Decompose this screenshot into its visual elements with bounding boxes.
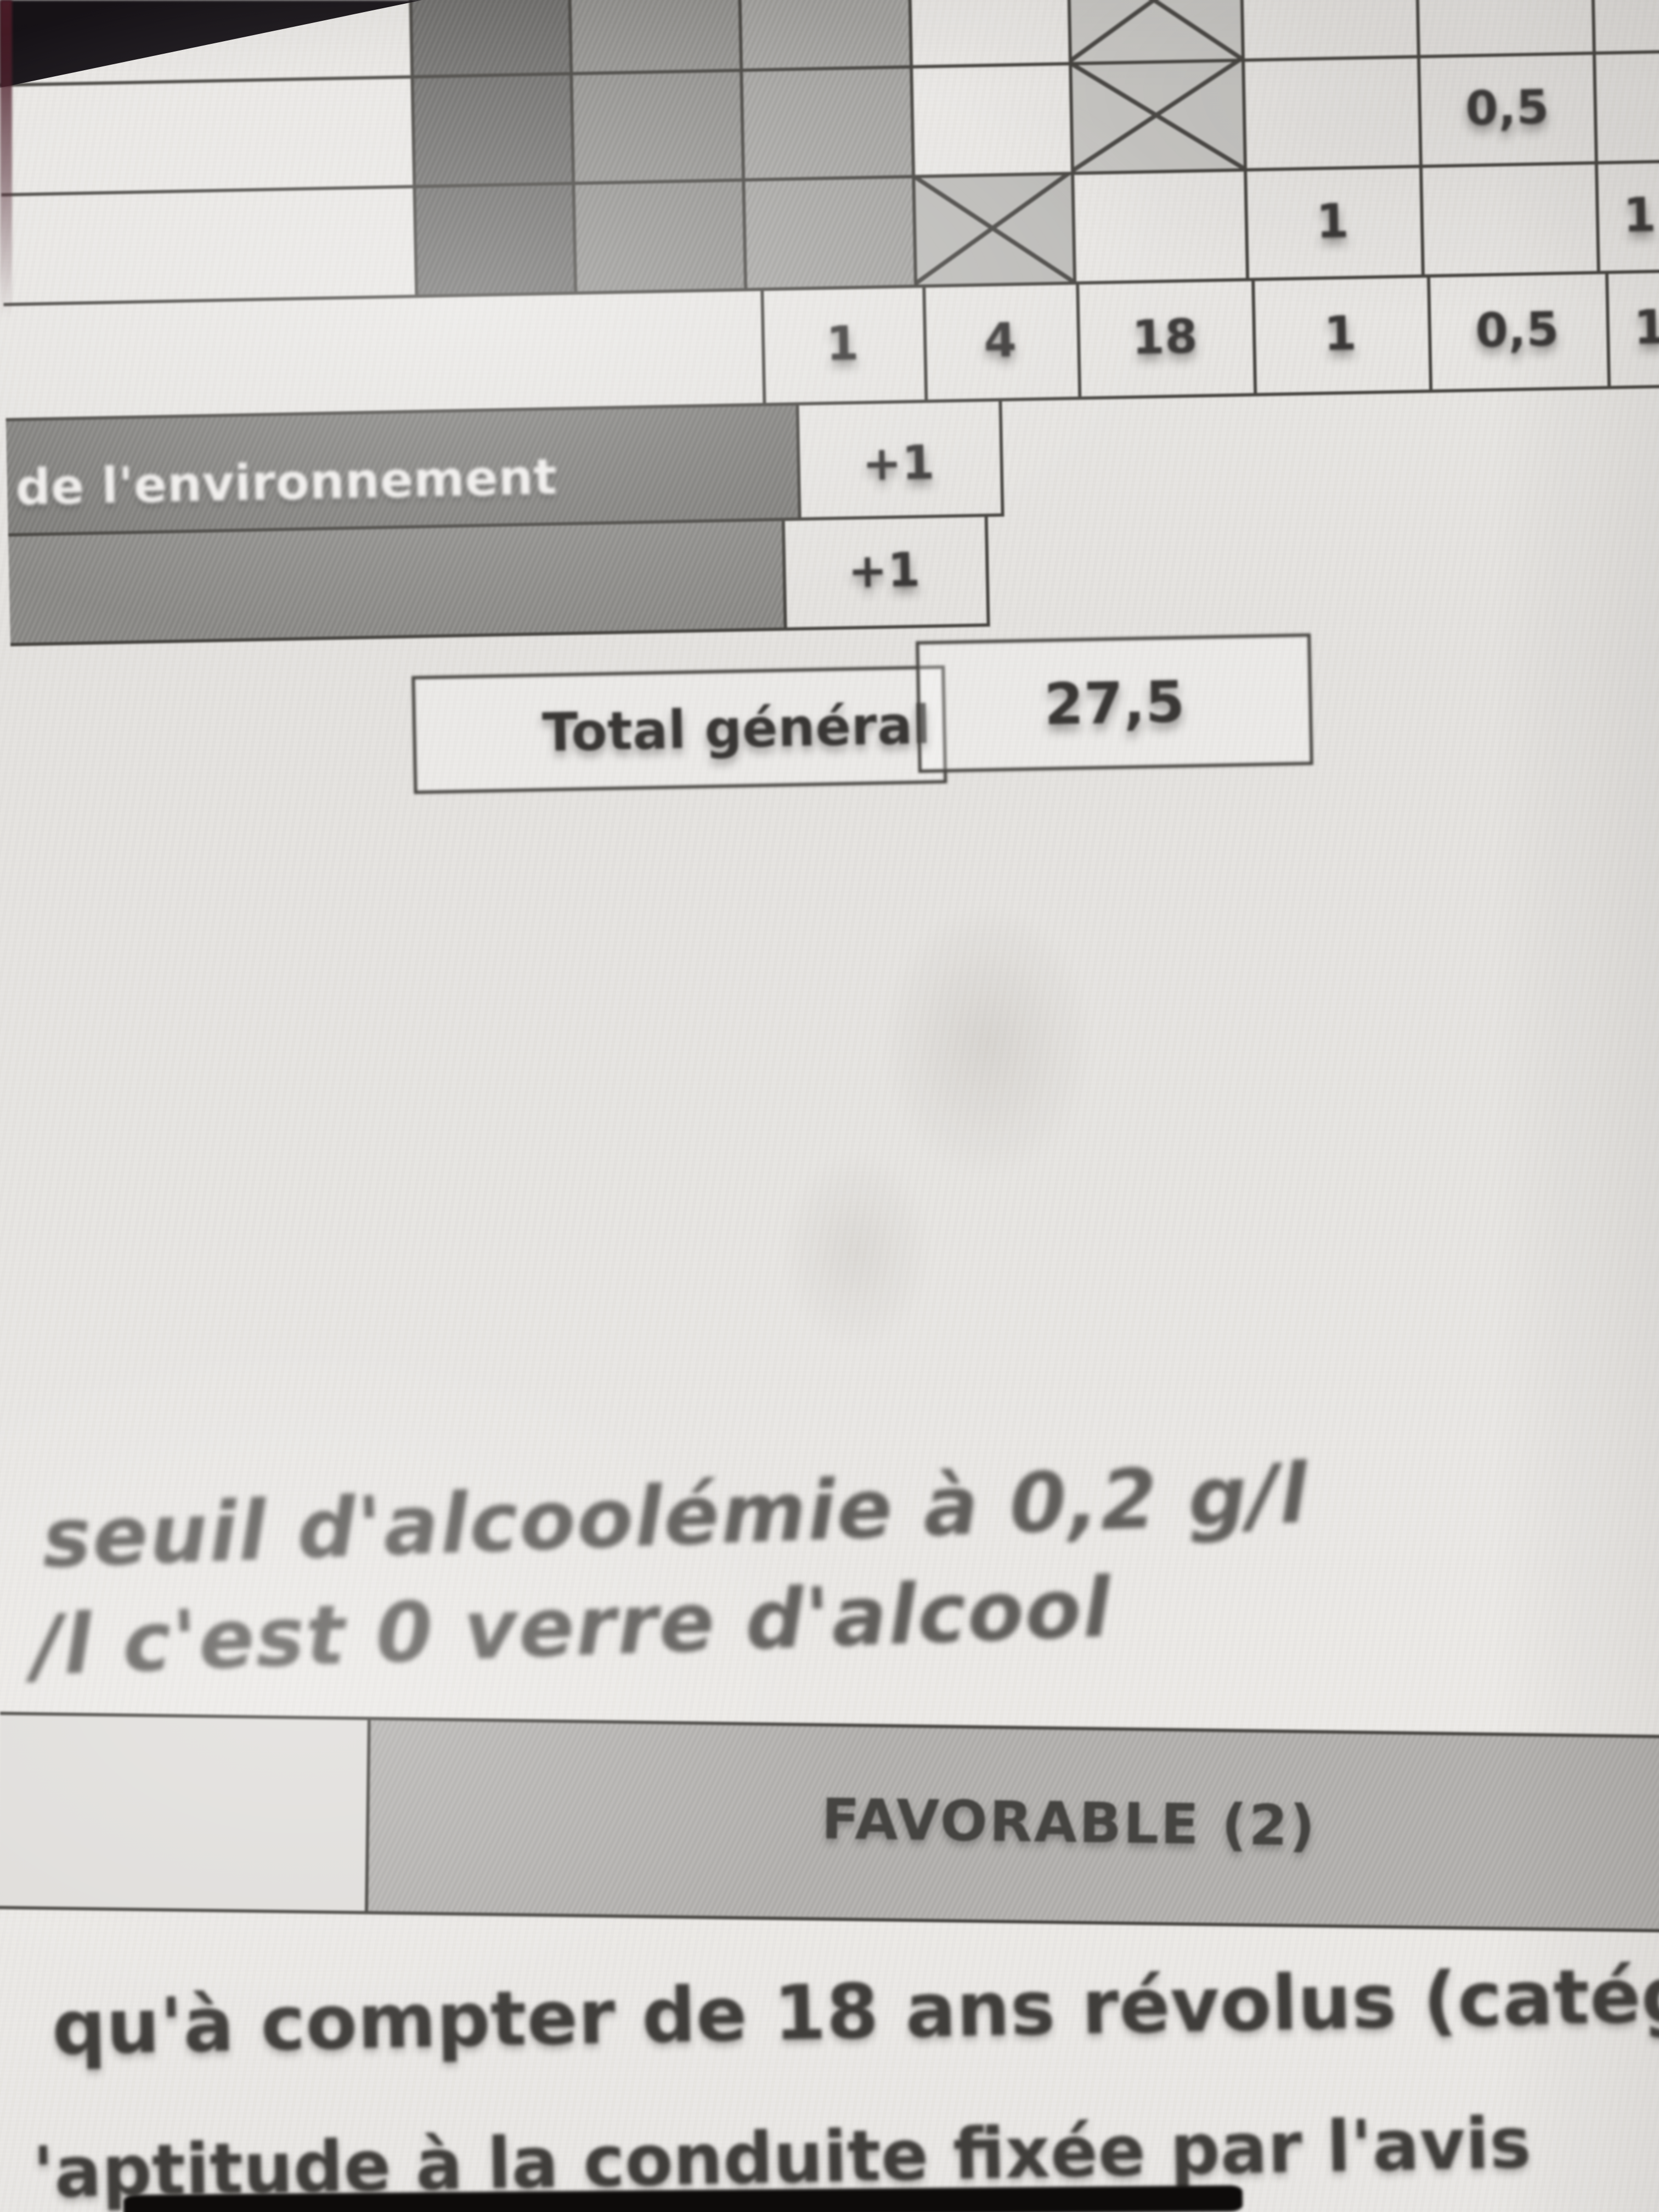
photo-edge-red — [0, 0, 12, 318]
decision-empty-cell — [0, 1712, 368, 1915]
favorable-text: FAVORABLE (2) — [821, 1786, 1317, 1859]
